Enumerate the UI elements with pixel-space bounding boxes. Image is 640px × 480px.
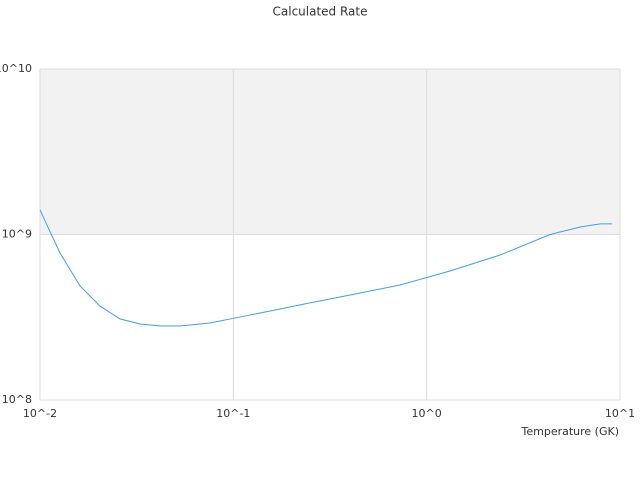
x-tick-label: 10^-1 — [216, 407, 250, 420]
x-tick-label: 10^1 — [605, 407, 635, 420]
chart-title: Calculated Rate — [273, 5, 368, 19]
x-tick-label: 10^0 — [412, 407, 442, 420]
grid-band — [40, 69, 620, 235]
x-axis-label: Temperature (GK) — [521, 425, 620, 438]
y-tick-label: 10^10 — [0, 62, 32, 75]
x-tick-label: 10^-2 — [23, 407, 57, 420]
data-line — [39, 209, 613, 327]
y-tick-label: 10^9 — [2, 228, 32, 241]
y-tick-label: 10^8 — [2, 393, 32, 406]
